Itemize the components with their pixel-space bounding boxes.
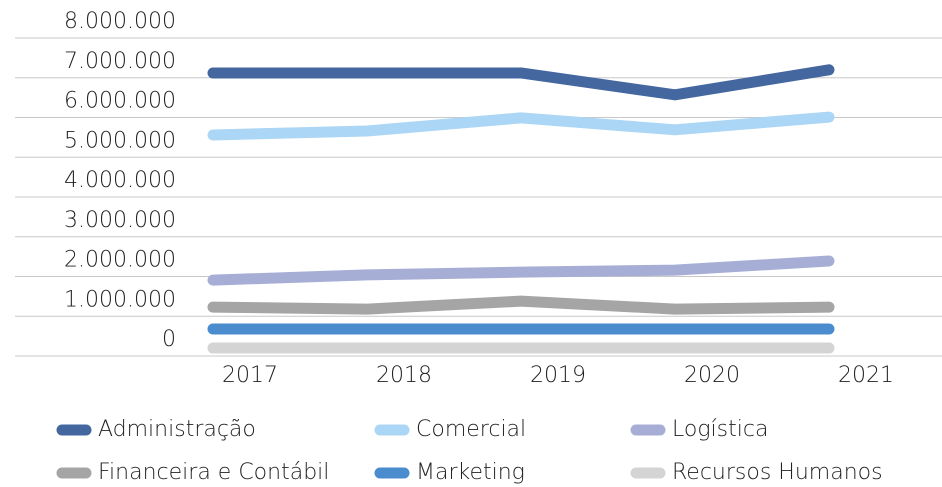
y-tick-label: 7.000.000 <box>64 49 176 74</box>
x-tick-label: 2019 <box>530 363 586 388</box>
y-tick-label: 5.000.000 <box>64 128 176 153</box>
legend-label: Administração <box>98 417 256 442</box>
x-tick-label: 2021 <box>838 363 894 388</box>
legend-label: Recursos Humanos <box>672 460 883 485</box>
x-tick-label: 2017 <box>222 363 278 388</box>
series-line <box>207 255 835 286</box>
x-tick-label: 2018 <box>376 363 432 388</box>
y-tick-label: 8.000.000 <box>64 9 176 34</box>
y-tick-label: 6.000.000 <box>64 89 176 114</box>
legend-label: Comercial <box>416 417 526 442</box>
legend-label: Financeira e Contábil <box>98 460 329 485</box>
y-tick-label: 2.000.000 <box>64 248 176 273</box>
series-line <box>207 295 835 315</box>
series-line <box>207 111 835 141</box>
y-tick-label: 1.000.000 <box>64 287 176 312</box>
y-tick-label: 3.000.000 <box>64 208 176 233</box>
legend-label: Marketing <box>416 460 525 485</box>
series-line <box>207 64 835 101</box>
legend-label: Logística <box>672 417 768 442</box>
y-tick-label: 0 <box>162 327 176 352</box>
x-tick-label: 2020 <box>684 363 740 388</box>
y-tick-label: 4.000.000 <box>64 168 176 193</box>
